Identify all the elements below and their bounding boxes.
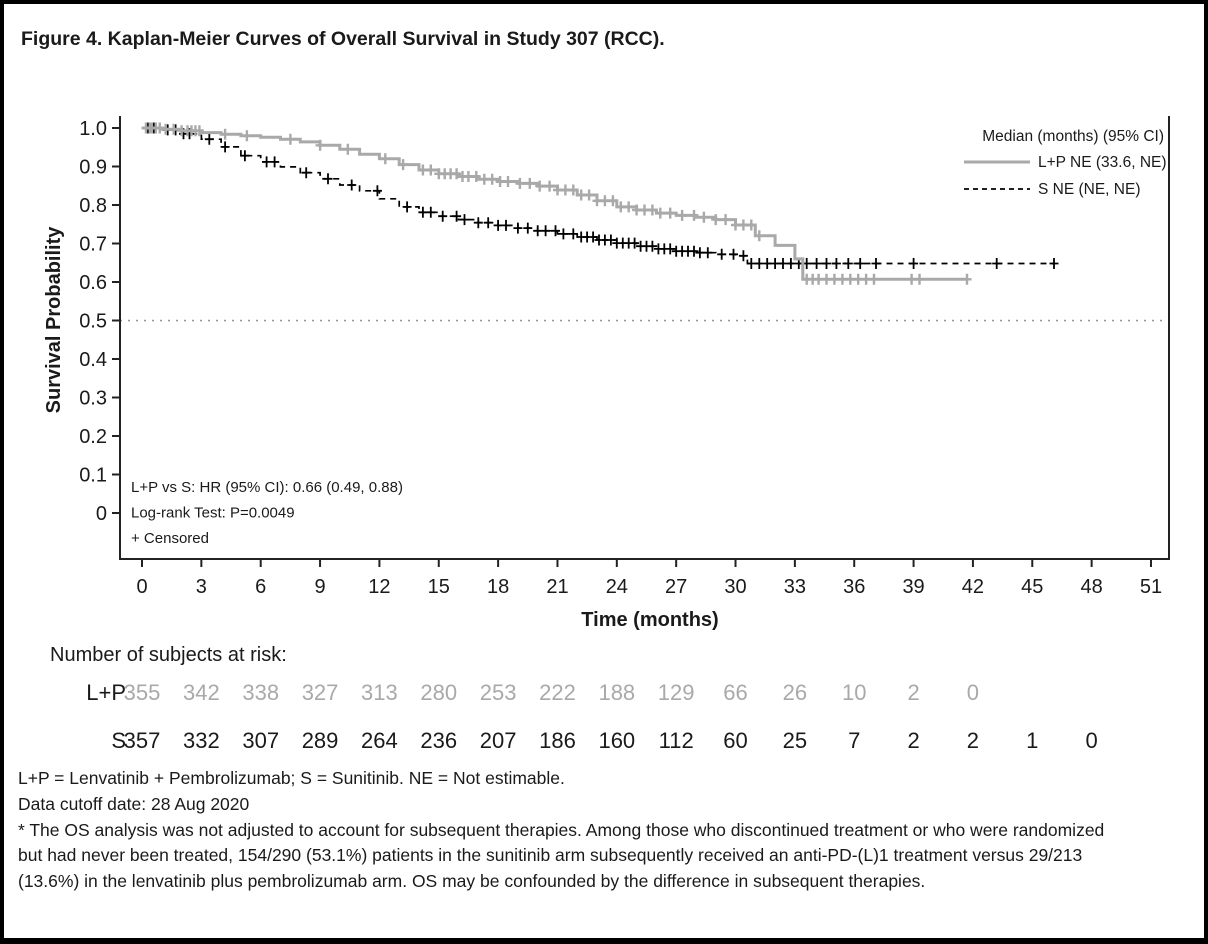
risk-table-title: Number of subjects at risk: [50,644,287,666]
risk-count: 7 [848,728,861,753]
risk-count: 307 [242,728,280,753]
x-tick-label: 36 [843,576,865,598]
annotation-censored-key: + Censored [131,530,209,547]
risk-count: 222 [539,680,576,705]
legend-entry-L+P: L+P NE (33.6, NE) [1038,154,1167,171]
series-L+P [142,126,967,281]
risk-row-label: L+P [86,680,126,705]
risk-count: 25 [782,728,808,753]
y-tick-label: 0 [96,503,107,525]
annotation-logrank: Log-rank Test: P=0.0049 [131,505,295,522]
x-tick-label: 33 [784,576,806,598]
y-tick-label: 0.4 [79,349,107,371]
series-S [142,127,1054,265]
risk-row-L+P: L+P 355 342 338 327 313 280 253 222 188 129 66 26 10 2… [4,680,1204,706]
risk-count: 186 [539,728,576,753]
x-axis-title: Time (months) [581,609,718,631]
x-tick-label: 48 [1081,576,1103,598]
y-tick-label: 0.9 [79,157,107,179]
risk-count: 280 [420,680,458,705]
risk-count: 357 [123,728,161,753]
censor-marks-S [143,122,1059,269]
y-tick-label: 0.5 [79,311,107,333]
risk-count: 160 [598,728,636,753]
x-tick-label: 42 [962,576,984,598]
risk-count: 264 [361,728,398,753]
risk-count: 112 [658,728,694,753]
censor-marks-L+P [141,122,972,285]
y-tick-label: 0.1 [79,465,107,487]
x-tick-label: 9 [314,576,325,598]
legend-entry-S: S NE (NE, NE) [1038,181,1140,198]
footnote-abbreviations: L+P = Lenvatinib + Pembrolizumab; S = Su… [18,768,565,788]
risk-count: 338 [242,680,280,705]
x-tick-label: 18 [487,576,509,598]
y-tick-label: 1.0 [79,118,107,140]
x-tick-label: 30 [724,576,746,598]
risk-count: 66 [723,680,748,705]
risk-count: 0 [1085,728,1098,753]
legend-title: Median (months) (95% CI) [982,128,1164,145]
risk-count: 129 [657,680,695,705]
x-tick-label: 21 [546,576,568,598]
risk-row-S: S 357 332 307 289 264 236 207 186 160 112 60 25 7 2 2 1 0 [4,728,1204,754]
risk-count: 327 [301,680,339,705]
risk-row-label: S [111,728,126,753]
footnote-cutoff-date: Data cutoff date: 28 Aug 2020 [18,793,250,814]
y-tick-label: 0.3 [79,388,107,410]
risk-count: 332 [182,728,220,753]
y-tick-label: 0.7 [79,234,107,256]
risk-count: 2 [907,680,920,705]
x-tick-label: 15 [428,576,450,598]
km-chart: 0 3 6 9 12 15 18 21 24 27 30 33 36 39 42 45 48 5100.10.20… [43,116,1170,631]
risk-count: 10 [841,680,867,705]
x-tick-label: 24 [606,576,628,598]
risk-count: 289 [301,728,339,753]
risk-count: 2 [966,728,980,753]
risk-count: 26 [782,680,808,705]
risk-count: 313 [361,680,398,705]
y-tick-label: 0.8 [79,195,107,217]
risk-count: 2 [907,728,920,753]
footnote-os-analysis: * The OS analysis was not adjusted to ac… [18,819,1105,892]
risk-count: 355 [123,680,161,705]
x-tick-label: 45 [1021,576,1043,598]
risk-count: 253 [479,680,517,705]
risk-count: 1 [1026,728,1039,753]
risk-count: 236 [420,728,458,753]
risk-count: 342 [182,680,220,705]
x-tick-label: 3 [196,576,207,598]
x-tick-label: 12 [368,576,390,598]
risk-count: 0 [966,680,980,705]
x-tick-label: 39 [902,576,924,598]
y-axis-title: Survival Probability [43,226,65,414]
plot-frame [119,116,1170,560]
risk-count: 60 [723,728,748,753]
figure-title: Figure 4. Kaplan-Meier Curves of Overall… [21,28,665,50]
risk-count: 188 [598,680,636,705]
x-tick-label: 0 [136,576,147,598]
footnotes: L+P = Lenvatinib + Pembrolizumab; S = Su… [18,766,1128,895]
x-tick-label: 27 [665,576,687,598]
risk-count: 207 [479,728,517,753]
y-tick-label: 0.2 [79,426,107,448]
x-tick-label: 6 [255,576,266,598]
x-tick-label: 51 [1140,576,1162,598]
annotation-hazard-ratio: L+P vs S: HR (95% CI): 0.66 (0.49, 0.88) [131,479,403,496]
y-tick-label: 0.6 [79,272,107,294]
